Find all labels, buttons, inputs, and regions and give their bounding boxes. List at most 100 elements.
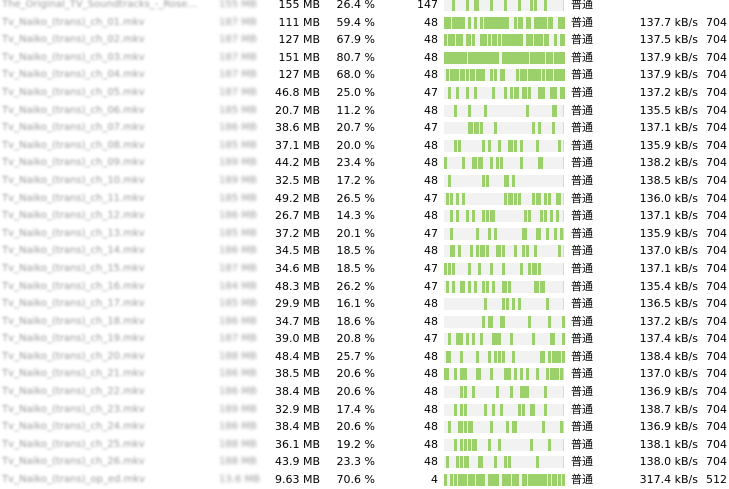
file-row[interactable]: Tv_Naiko_(trans)_ch_09.mkv 189 MB 44.2 MB 2… — [0, 154, 729, 172]
file-row[interactable]: Tv_Naiko_(trans)_ch_20.mkv 188 MB 48.4 MB 2… — [0, 348, 729, 366]
downloaded-size: 44.2 MB — [274, 156, 320, 170]
downloaded-piece — [558, 474, 561, 487]
file-row[interactable]: Tv_Naiko_(trans)_ch_22.mkv 186 MB 38.4 MB 2… — [0, 383, 729, 401]
piece-progress-bar — [444, 474, 565, 487]
file-row[interactable]: Tv_Naiko_(trans)_ch_23.mkv 189 MB 32.9 MB 1… — [0, 401, 729, 419]
downloaded-piece — [450, 227, 453, 240]
file-row[interactable]: Tv_Naiko_(trans)_ch_15.mkv 187 MB 34.6 MB 1… — [0, 260, 729, 278]
peer-count: 704 — [706, 244, 727, 258]
downloaded-piece — [496, 245, 499, 258]
downloaded-piece — [530, 51, 533, 64]
downloaded-piece — [534, 16, 537, 29]
downloaded-piece — [542, 421, 545, 434]
peer-count: 704 — [706, 332, 727, 346]
downloaded-piece — [478, 157, 481, 170]
downloaded-piece — [490, 157, 493, 170]
downloaded-piece — [526, 104, 529, 117]
downloaded-piece — [498, 34, 501, 47]
downloaded-piece — [536, 34, 539, 47]
downloaded-piece — [528, 262, 531, 275]
file-row[interactable]: Tv_Naiko_(trans)_ch_10.mkv 189 MB 32.5 MB 1… — [0, 172, 729, 190]
downloaded-piece — [484, 104, 487, 117]
file-row[interactable]: Tv_Naiko_(trans)_ch_04.mkv 187 MB 127 MB 68… — [0, 66, 729, 84]
downloaded-piece — [482, 280, 485, 293]
file-row[interactable]: Tv_Naiko_(trans)_ch_06.mkv 185 MB 20.7 MB 1… — [0, 102, 729, 120]
file-row[interactable]: Tv_Naiko_(trans)_ch_12.mkv 186 MB 26.7 MB 1… — [0, 207, 729, 225]
downloaded-piece — [488, 227, 491, 240]
downloaded-piece — [532, 122, 535, 135]
downloaded-piece — [554, 34, 557, 47]
downloaded-piece — [476, 122, 479, 135]
file-row[interactable]: Tv_Naiko_(trans)_ch_18.mkv 186 MB 34.7 MB 1… — [0, 313, 729, 331]
file-row[interactable]: Tv_Naiko_(trans)_ch_02.mkv 187 MB 127 MB 67… — [0, 31, 729, 49]
downloaded-piece — [546, 227, 549, 240]
downloaded-piece — [444, 262, 447, 275]
downloaded-piece — [562, 51, 565, 64]
progress-percent: 19.2 % — [336, 437, 375, 451]
downloaded-piece — [480, 245, 483, 258]
file-row[interactable]: Tv_Naiko_(trans)_ch_16.mkv 184 MB 48.3 MB 2… — [0, 278, 729, 296]
file-row[interactable]: Tv_Naiko_(trans)_ch_01.mkv 187 MB 111 MB 59… — [0, 14, 729, 32]
seed-count: 48 — [424, 402, 438, 416]
downloaded-piece — [464, 368, 467, 381]
piece-progress-bar — [444, 262, 564, 275]
file-row[interactable]: Tv_Naiko_(trans)_ch_21.mkv 186 MB 38.5 MB 2… — [0, 365, 729, 383]
piece-progress-bar — [444, 280, 564, 293]
file-name: Tv_Naiko_(trans)_ch_03.mkv — [2, 51, 145, 63]
downloaded-piece — [524, 69, 527, 82]
downloaded-piece — [488, 139, 491, 152]
downloaded-piece — [532, 403, 535, 416]
seed-count: 48 — [424, 68, 438, 82]
downloaded-piece — [528, 16, 531, 29]
downloaded-piece — [558, 350, 561, 363]
download-speed: 137.1 kB/s — [639, 209, 698, 223]
peer-count: 704 — [706, 349, 727, 363]
file-row[interactable]: Tv_Naiko_(trans)_ch_07.mkv 186 MB 38.6 MB 2… — [0, 119, 729, 137]
downloaded-piece — [460, 386, 463, 399]
file-row[interactable]: Tv_Naiko_(trans)_ch_08.mkv 185 MB 37.1 MB 2… — [0, 137, 729, 155]
downloaded-piece — [518, 34, 521, 47]
file-row[interactable]: Tv_Naiko_(trans)_ch_24.mkv 186 MB 38.4 MB 2… — [0, 418, 729, 436]
file-name: Tv_Naiko_(trans)_ch_23.mkv — [2, 403, 145, 415]
downloaded-piece — [542, 280, 545, 293]
seed-count: 48 — [424, 349, 438, 363]
downloaded-size: 48.4 MB — [274, 349, 320, 363]
downloaded-piece — [532, 262, 535, 275]
file-row[interactable]: Tv_Naiko_(trans)_ch_19.mkv 187 MB 39.0 MB 2… — [0, 330, 729, 348]
downloaded-piece — [558, 69, 561, 82]
downloaded-piece — [520, 262, 523, 275]
downloaded-piece — [462, 69, 465, 82]
file-row[interactable]: Tv_Naiko_(trans)_op_ed.mkv 13.6 MB 9.63 MB… — [0, 471, 729, 489]
downloaded-piece — [472, 210, 475, 223]
downloaded-piece — [504, 192, 507, 205]
downloaded-piece — [472, 474, 475, 487]
file-row[interactable]: Tv_Naiko_(trans)_ch_17.mkv 185 MB 29.9 MB 1… — [0, 295, 729, 313]
downloaded-piece — [464, 403, 467, 416]
file-size: 184 MB — [219, 280, 257, 292]
peer-count: 704 — [706, 68, 727, 82]
file-row[interactable]: Tv_Naiko_(trans)_ch_14.mkv 186 MB 34.5 MB 1… — [0, 242, 729, 260]
piece-progress-bar — [444, 245, 564, 258]
file-row[interactable]: Tv_Naiko_(trans)_ch_26.mkv 188 MB 43.9 MB 2… — [0, 453, 729, 471]
downloaded-piece — [518, 51, 521, 64]
download-speed: 137.5 kB/s — [639, 33, 698, 47]
file-row[interactable]: Tv_Naiko_(trans)_ch_25.mkv 188 MB 36.1 MB 1… — [0, 436, 729, 454]
downloaded-size: 111 MB — [278, 15, 320, 29]
file-row[interactable]: Tv_Naiko_(trans)_ch_13.mkv 185 MB 37.2 MB 2… — [0, 225, 729, 243]
seed-count: 48 — [424, 15, 438, 29]
downloaded-size: 20.7 MB — [274, 103, 320, 117]
file-row[interactable]: Tv_Naiko_(trans)_ch_05.mkv 187 MB 46.8 MB 2… — [0, 84, 729, 102]
file-row[interactable]: The_Original_TV_Soundtracks_-_Rose... 155… — [0, 0, 729, 14]
downloaded-piece — [544, 16, 547, 29]
downloaded-piece — [474, 280, 477, 293]
downloaded-piece — [526, 245, 529, 258]
file-row[interactable]: Tv_Naiko_(trans)_ch_03.mkv 187 MB 151 MB 80… — [0, 49, 729, 67]
downloaded-piece — [562, 350, 565, 363]
file-row[interactable]: Tv_Naiko_(trans)_ch_11.mkv 185 MB 49.2 MB 2… — [0, 190, 729, 208]
downloaded-piece — [490, 262, 493, 275]
peer-count: 704 — [706, 138, 727, 152]
downloaded-piece — [508, 139, 511, 152]
file-size: 188 MB — [219, 456, 257, 468]
downloaded-piece — [538, 157, 541, 170]
download-speed: 138.7 kB/s — [639, 402, 698, 416]
